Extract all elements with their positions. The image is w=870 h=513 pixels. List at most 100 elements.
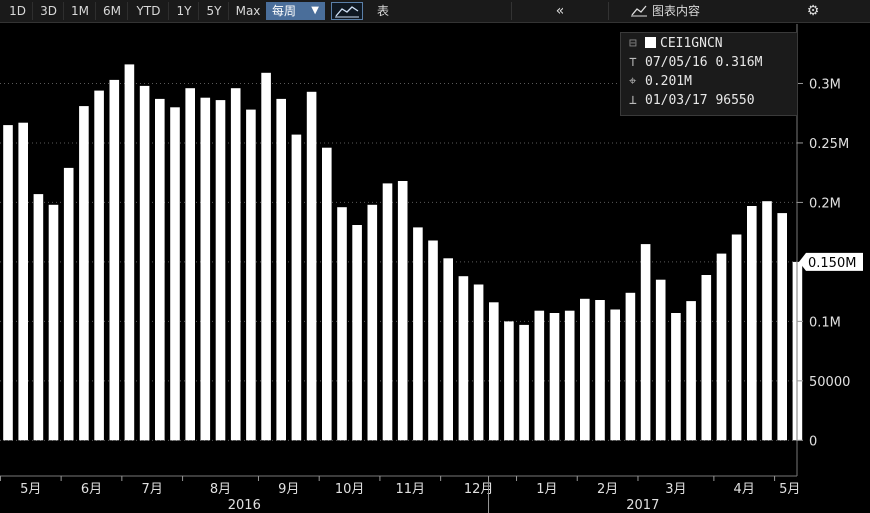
- range-button-6m[interactable]: 6M: [97, 2, 128, 20]
- bar-36: [549, 313, 560, 441]
- range-button-ytd[interactable]: YTD: [129, 2, 169, 20]
- bar-14: [215, 100, 226, 441]
- bar-47: [716, 253, 727, 441]
- bar-1: [18, 122, 28, 441]
- chart-content-icon: [631, 5, 647, 17]
- bar-33: [504, 321, 514, 441]
- y-tick-label-5: 0.25M: [809, 137, 849, 152]
- y-tick-label-6: 0.3M: [809, 77, 841, 92]
- bar-18: [276, 98, 286, 441]
- range-button-5y[interactable]: 5Y: [200, 2, 229, 20]
- range-button-1y[interactable]: 1Y: [170, 2, 199, 20]
- bar-8: [124, 64, 135, 441]
- x-month-label-7: 12月: [464, 482, 494, 497]
- double-chevron-left-icon: «: [555, 3, 565, 19]
- x-month-label-0: 5月: [20, 482, 41, 497]
- bar-41: [625, 292, 636, 441]
- collapse-minus-icon[interactable]: ⊟: [629, 36, 637, 51]
- bar-19: [291, 134, 302, 441]
- legend-avg-row: ⌖ 0.201M: [629, 73, 692, 91]
- bar-37: [564, 310, 575, 441]
- bar-24: [367, 204, 378, 441]
- legend-avg: 0.201M: [645, 74, 692, 89]
- bar-48: [731, 234, 742, 441]
- x-month-label-1: 6月: [81, 482, 102, 497]
- dropdown-caret-icon: ▼: [311, 5, 319, 16]
- bar-13: [200, 97, 211, 441]
- frequency-label: 每周: [272, 4, 297, 18]
- legend-ticker: CEI1GNCN: [660, 36, 723, 51]
- bar-5: [79, 106, 89, 441]
- bar-21: [322, 147, 332, 441]
- chart-content-button[interactable]: 图表内容: [608, 2, 778, 20]
- bar-2: [33, 194, 44, 441]
- bar-25: [382, 183, 393, 441]
- y-tick-label-4: 0.2M: [809, 196, 841, 211]
- chart-content-label: 图表内容: [652, 4, 701, 18]
- bar-0: [3, 125, 13, 441]
- bar-50: [762, 201, 772, 441]
- bar-28: [428, 240, 438, 441]
- legend-high-row: ⊤ 07/05/16 0.316M: [629, 54, 762, 72]
- bar-45: [686, 301, 696, 441]
- bar-42: [640, 244, 651, 441]
- legend-low-row: ⊥ 01/03/17 96550: [629, 92, 755, 110]
- settings-button[interactable]: ⚙: [800, 2, 826, 20]
- bar-20: [306, 91, 317, 441]
- bar-16: [246, 109, 256, 441]
- bar-27: [413, 227, 423, 441]
- range-button-3d[interactable]: 3D: [34, 2, 64, 20]
- x-month-label-12: 5月: [779, 482, 800, 497]
- x-month-label-5: 10月: [335, 482, 365, 497]
- x-month-label-11: 4月: [734, 482, 755, 497]
- range-button-1d[interactable]: 1D: [3, 2, 33, 20]
- bar-31: [473, 284, 484, 441]
- bar-9: [139, 85, 150, 441]
- last-value-label: 0.150M: [808, 256, 856, 271]
- bar-6: [94, 90, 104, 441]
- year-label-1: 2017: [626, 498, 659, 513]
- bar-32: [489, 302, 499, 441]
- bar-23: [352, 225, 362, 441]
- bar-51: [777, 213, 787, 441]
- gear-icon: ⚙: [806, 3, 820, 19]
- bar-10: [155, 98, 165, 441]
- series-swatch: [645, 37, 656, 48]
- bar-26: [397, 181, 408, 441]
- bar-22: [337, 207, 347, 441]
- year-label-0: 2016: [228, 498, 261, 513]
- average-marker-icon: ⌖: [629, 74, 637, 89]
- bar-3: [48, 204, 59, 441]
- legend-high: 07/05/16 0.316M: [645, 55, 763, 70]
- bar-49: [747, 206, 757, 441]
- range-button-max[interactable]: Max: [235, 4, 261, 18]
- chart-type-button[interactable]: [331, 2, 363, 20]
- range-button-1m[interactable]: 1M: [65, 2, 96, 20]
- bar-39: [595, 300, 605, 441]
- bar-11: [170, 107, 180, 441]
- y-tick-label-0: 0: [809, 434, 817, 449]
- frequency-dropdown[interactable]: 每周 ▼: [266, 2, 325, 20]
- legend-low: 01/03/17 96550: [645, 93, 755, 108]
- legend-box: ⊟ CEI1GNCN ⊤ 07/05/16 0.316M ⌖ 0.201M ⊥ 01/0…: [620, 32, 798, 116]
- bar-4: [63, 167, 74, 441]
- last-value-marker: [799, 252, 863, 271]
- x-month-label-10: 3月: [665, 482, 686, 497]
- y-tick-label-1: 50000: [809, 375, 850, 390]
- table-view-button[interactable]: 表: [376, 4, 389, 18]
- bar-29: [443, 258, 453, 441]
- x-month-label-9: 2月: [597, 482, 618, 497]
- low-marker-icon: ⊥: [629, 93, 637, 108]
- x-month-label-6: 11月: [396, 482, 426, 497]
- bar-12: [185, 88, 195, 441]
- bar-15: [230, 88, 241, 441]
- bar-35: [534, 310, 545, 441]
- bar-46: [701, 275, 712, 441]
- toolbar: 1D 3D 1M 6M YTD 1Y 5Y Max 每周 ▼ 表 « 图表内容 ⚙: [0, 0, 870, 23]
- x-month-label-3: 8月: [210, 482, 231, 497]
- bar-38: [580, 298, 590, 441]
- bar-30: [458, 276, 469, 441]
- x-month-label-2: 7月: [142, 482, 163, 497]
- x-axis-band: [0, 477, 797, 513]
- collapse-panel-button[interactable]: «: [511, 2, 609, 20]
